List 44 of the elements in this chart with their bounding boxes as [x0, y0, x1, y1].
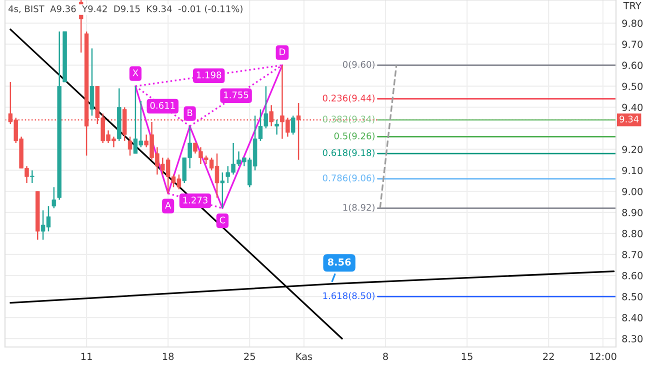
y-tick-label: 9.50: [622, 82, 643, 90]
ref-line-label: 0.786(9.06): [322, 174, 374, 182]
x-tick-label: 11: [81, 352, 92, 360]
x-tick-label: 12:00: [590, 352, 616, 360]
ref-line-label: 1.618(8.50): [323, 292, 374, 300]
ref-line-label: 9.34: [620, 116, 639, 122]
y-tick-label: 8.40: [622, 314, 643, 322]
y-tick-label: 9.60: [622, 62, 643, 70]
ref-line-label: 0.5(9.26): [334, 132, 374, 140]
text: 4s, BIST A9.36 Y9.42 D9.15 K9.34 -0.01 (-0.11%): [8, 5, 242, 14]
y-tick-label: 8.30: [622, 335, 643, 342]
ref-line-label: 0(9.60): [342, 60, 374, 69]
y-tick-label: 8.70: [622, 250, 643, 258]
y-tick-label: 9.20: [622, 146, 643, 154]
x-tick-label: 22: [543, 352, 554, 360]
x-tick-label: 15: [462, 352, 472, 360]
annotation: 1.273: [183, 196, 208, 204]
y-tick-label: 9.40: [622, 104, 643, 112]
y-tick-label: 9.70: [622, 40, 643, 48]
ref-line-label: 1(8.92): [343, 204, 374, 212]
y-tick-label: 8.80: [622, 230, 643, 238]
data-label: C: [220, 216, 226, 224]
ref-line-label: 0.382(9.34): [322, 116, 374, 124]
data-label: A: [165, 202, 172, 209]
x-tick-label: 18: [162, 352, 174, 360]
y-tick-label: 9.00: [622, 188, 643, 196]
y-tick-label: 8.90: [622, 208, 643, 216]
data-label: 8.56: [328, 258, 351, 266]
ref-line-label: 0.236(9.44): [322, 94, 374, 103]
x-tick-label: 8: [383, 352, 388, 360]
y-axis-title: TRY: [623, 2, 642, 10]
data-label: X: [132, 70, 138, 76]
ref-line-label: 0.618(9.18): [322, 149, 374, 158]
annotation: 1.198: [196, 72, 222, 78]
annotation: 1.755: [224, 92, 248, 98]
y-tick-label: 9.80: [622, 20, 643, 27]
annotation: 0.611: [150, 102, 175, 109]
y-tick-label: 9.10: [622, 166, 643, 174]
y-tick-label: 8.50: [622, 293, 643, 300]
x-tick-label: Kas: [296, 352, 312, 360]
data-label: B: [188, 109, 192, 116]
data-label: D: [280, 48, 286, 56]
x-tick-label: 25: [244, 352, 255, 360]
y-tick-label: 8.60: [622, 272, 643, 280]
